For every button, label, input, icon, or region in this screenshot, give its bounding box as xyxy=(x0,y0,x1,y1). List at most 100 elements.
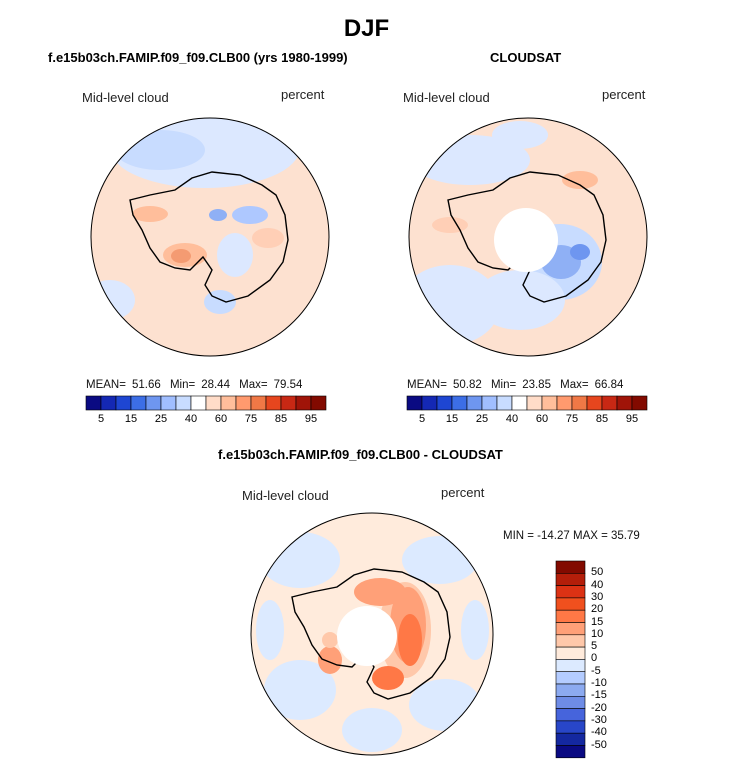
obs-units-label: percent xyxy=(602,87,646,102)
diff-colorbar-tick-label: 15 xyxy=(591,615,604,628)
model-colorbar-swatch xyxy=(130,395,147,411)
obs-antarctica-coastline xyxy=(447,171,607,303)
model-colorbar-tick-label: 15 xyxy=(124,413,138,425)
model-map xyxy=(90,117,330,357)
obs-colorbar xyxy=(406,395,648,411)
diff-colorbar-swatch xyxy=(555,646,586,660)
diff-variable-label: Mid-level cloud xyxy=(242,488,329,503)
model-colorbar-swatch xyxy=(310,395,327,411)
diff-colorbar-swatch xyxy=(555,597,586,611)
diff-colorbar-tick-label: -5 xyxy=(591,664,601,677)
obs-colorbar-tick-label: 15 xyxy=(445,413,459,425)
diff-colorbar-tick-label: 5 xyxy=(591,640,598,653)
diff-colorbar-swatch xyxy=(555,695,586,709)
obs-mean-label: MEAN= xyxy=(407,379,447,391)
obs-min-value: 23.85 xyxy=(522,379,551,391)
obs-stats: MEAN= 50.82 Min= 23.85 Max= 66.84 xyxy=(407,379,629,391)
diff-panel-title: f.e15b03ch.FAMIP.f09_f09.CLB00 - CLOUDSA… xyxy=(218,447,503,462)
diff-colorbar-swatch xyxy=(555,634,586,648)
figure-title: DJF xyxy=(343,15,390,42)
obs-max-value: 66.84 xyxy=(594,379,624,391)
obs-colorbar-swatch xyxy=(586,395,603,411)
obs-colorbar-swatch xyxy=(421,395,438,411)
obs-colorbar-swatch xyxy=(436,395,453,411)
diff-colorbar-tick-label: -40 xyxy=(591,726,607,739)
diff-colorbar xyxy=(555,560,586,759)
model-min-label: Min= xyxy=(169,379,196,391)
diff-colorbar-tick-label: 40 xyxy=(591,578,604,591)
diff-colorbar-swatch xyxy=(555,745,586,759)
obs-colorbar-swatch xyxy=(616,395,633,411)
model-colorbar-tick-label: 40 xyxy=(184,413,198,425)
obs-max-label: Max= xyxy=(560,379,589,391)
model-colorbar-tick-label: 85 xyxy=(274,413,288,425)
diff-map xyxy=(250,512,494,756)
model-max-label: Max= xyxy=(239,379,268,391)
model-colorbar-swatch xyxy=(205,395,222,411)
diff-antarctica-coastline xyxy=(291,568,451,700)
model-colorbar-tick-label: 75 xyxy=(244,413,258,425)
obs-colorbar-swatch xyxy=(481,395,498,411)
obs-colorbar-swatch xyxy=(511,395,528,411)
obs-colorbar-tick-label: 60 xyxy=(535,413,549,425)
model-colorbar-tick-label: 60 xyxy=(214,413,228,425)
obs-min-label: Min= xyxy=(490,379,517,391)
model-max-value: 79.54 xyxy=(273,379,303,391)
diff-colorbar-tick-label: -20 xyxy=(591,701,607,714)
diff-colorbar-swatch xyxy=(555,708,586,722)
diff-colorbar-swatch xyxy=(555,671,586,685)
obs-colorbar-swatch xyxy=(556,395,573,411)
obs-colorbar-swatch xyxy=(406,395,423,411)
model-colorbar-swatch xyxy=(115,395,132,411)
obs-colorbar-swatch xyxy=(496,395,513,411)
model-colorbar-swatch xyxy=(265,395,282,411)
obs-colorbar-swatch xyxy=(466,395,483,411)
model-panel-title: f.e15b03ch.FAMIP.f09_f09.CLB00 (yrs 1980… xyxy=(48,50,348,65)
model-units-label: percent xyxy=(281,87,325,102)
diff-missing-pole-area xyxy=(337,606,397,666)
diff-colorbar-tick-label: 20 xyxy=(591,603,604,616)
model-colorbar xyxy=(85,395,327,411)
obs-colorbar-tick-label: 25 xyxy=(475,413,489,425)
diff-colorbar-swatch xyxy=(555,609,586,623)
model-colorbar-swatch xyxy=(220,395,237,411)
obs-map xyxy=(408,117,648,357)
obs-variable-label: Mid-level cloud xyxy=(403,90,490,105)
diff-colorbar-tick-label: -10 xyxy=(591,677,607,689)
obs-colorbar-tick-label: 40 xyxy=(505,413,519,425)
obs-colorbar-tick-label: 75 xyxy=(565,413,579,425)
model-colorbar-swatch xyxy=(235,395,252,411)
obs-colorbar-tick-label: 95 xyxy=(625,413,639,425)
model-colorbar-tick-label: 25 xyxy=(154,413,168,425)
diff-colorbar-tick-label: -50 xyxy=(591,738,607,751)
model-colorbar-tick-label: 5 xyxy=(97,413,105,425)
model-mean-label: MEAN= xyxy=(86,379,126,391)
model-colorbar-swatch xyxy=(295,395,312,411)
diff-minmax: MIN = -14.27 MAX = 35.79 xyxy=(503,530,640,542)
diff-colorbar-swatch xyxy=(555,732,586,746)
obs-colorbar-swatch xyxy=(601,395,618,411)
model-antarctica-coastline xyxy=(129,171,289,303)
model-colorbar-swatch xyxy=(175,395,192,411)
obs-colorbar-swatch xyxy=(541,395,558,411)
obs-mean-value: 50.82 xyxy=(452,379,482,391)
diff-colorbar-tick-label: 0 xyxy=(591,652,598,665)
diff-colorbar-swatch xyxy=(555,683,586,697)
model-colorbar-tick-label: 95 xyxy=(304,413,318,425)
model-colorbar-swatch xyxy=(100,395,117,411)
diff-colorbar-tick-label: -30 xyxy=(591,713,607,726)
diff-map-boundary xyxy=(250,512,494,756)
obs-panel-title: CLOUDSAT xyxy=(490,50,562,65)
diff-colorbar-tick-label: 50 xyxy=(591,566,604,579)
obs-colorbar-swatch xyxy=(571,395,588,411)
diff-units-label: percent xyxy=(441,485,485,500)
diff-colorbar-tick-label: -15 xyxy=(591,689,607,702)
diff-colorbar-tick-label: 10 xyxy=(591,627,604,640)
diff-colorbar-tick-label: 30 xyxy=(591,590,604,603)
model-mean-value: 51.66 xyxy=(131,379,161,391)
model-colorbar-swatch xyxy=(280,395,297,411)
diff-colorbar-swatch xyxy=(555,622,586,636)
model-colorbar-swatch xyxy=(145,395,162,411)
diff-colorbar-swatch xyxy=(555,720,586,734)
